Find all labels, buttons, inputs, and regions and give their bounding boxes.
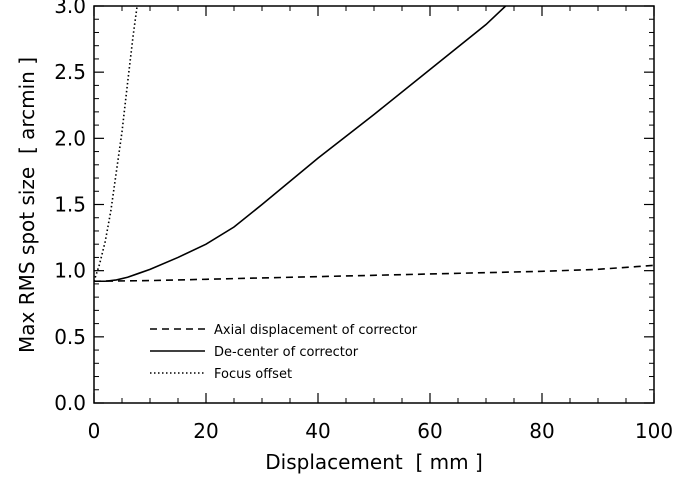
series-line-0	[94, 264, 654, 283]
x-tick-labels: 0 20 40 60 80 100	[88, 419, 673, 443]
y-tick-label: 3.0	[54, 0, 86, 18]
legend-label-0: Axial displacement of corrector	[214, 323, 418, 338]
x-tick-label: 100	[635, 419, 673, 443]
series-line-1	[94, 6, 507, 283]
x-tick-label: 60	[417, 419, 442, 443]
legend-label-2: Focus offset	[214, 367, 292, 382]
y-tick-label: 1.5	[54, 193, 86, 217]
y-tick-label: 2.5	[54, 60, 86, 84]
series-line-2	[94, 6, 138, 282]
y-tick-label: 1.0	[54, 259, 86, 283]
x-tick-label: 20	[193, 419, 218, 443]
series-layer	[94, 6, 654, 283]
y-tick-label: 2.0	[54, 126, 86, 150]
y-tick-label: 0.0	[54, 391, 86, 415]
x-tick-label: 0	[88, 419, 101, 443]
x-axis-label: Displacement [ mm ]	[265, 450, 483, 474]
ticks-layer	[93, 5, 655, 404]
legend-label-1: De-center of corrector	[214, 345, 359, 360]
x-tick-label: 80	[529, 419, 554, 443]
y-tick-labels: 0.0 0.5 1.0 1.5 2.0 2.5 3.0	[54, 0, 86, 415]
y-axis-label: Max RMS spot size [ arcmin ]	[15, 57, 39, 353]
legend: Axial displacement of corrector De-center…	[150, 323, 418, 382]
plot-frame	[93, 5, 655, 404]
y-tick-label: 0.5	[54, 325, 86, 349]
x-tick-label: 40	[305, 419, 330, 443]
